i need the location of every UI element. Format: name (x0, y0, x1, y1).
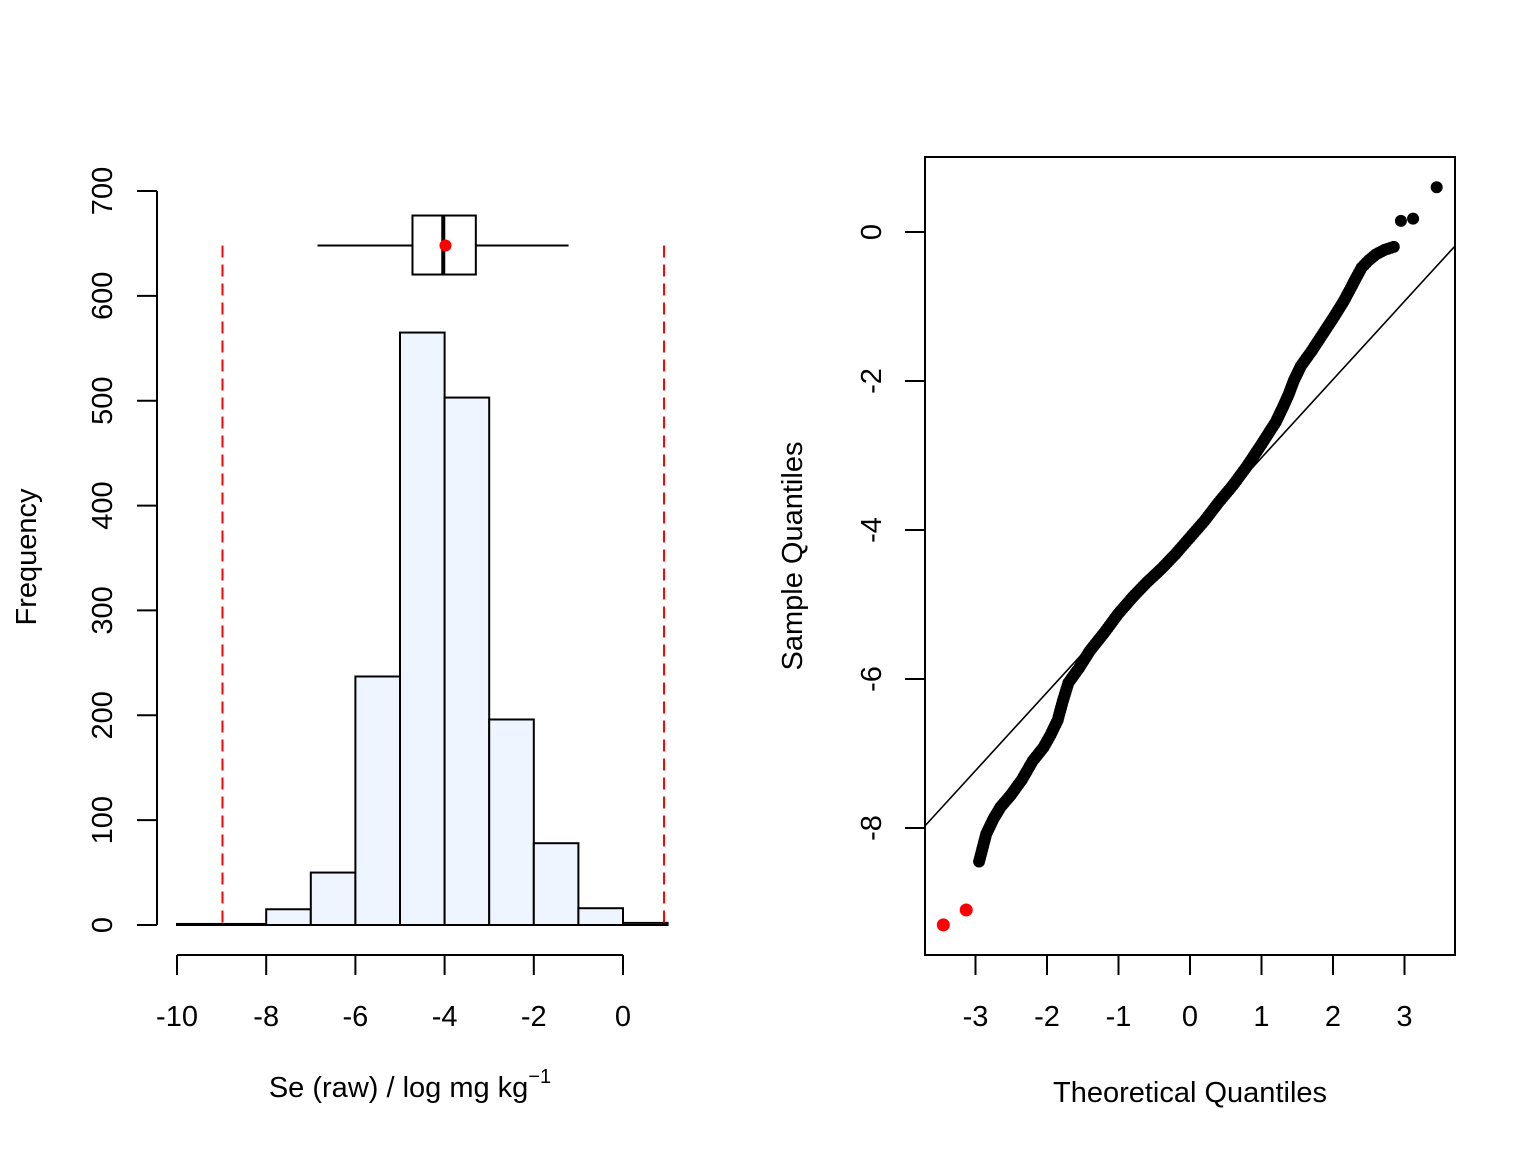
qq-point-extreme (1407, 212, 1420, 225)
qq-plot-panel: -3 -2 -1 0 1 2 3 0 -2 -4 -6 -8 Theoretical Quantil… (777, 156, 1456, 1109)
histogram-y-tick-label: 0 (87, 917, 119, 933)
histogram-panel: -10 -8 -6 -4 -2 0 0 100 200 300 400 500 600 700 Freq… (11, 167, 669, 1104)
histogram-y-tick-label: 700 (87, 167, 119, 215)
qq-x-tick-label: -2 (1034, 1001, 1060, 1033)
histogram-x-tick-label: -4 (432, 1001, 458, 1033)
qq-point-extreme (1394, 214, 1407, 227)
qq-y-axis-label: Sample Quantiles (777, 442, 809, 671)
histogram-bar-9 (577, 907, 625, 926)
qq-y-tick-label: -4 (856, 517, 888, 543)
histogram-bar-7 (488, 718, 535, 926)
qq-point-flagged (936, 918, 950, 932)
qq-x-tick-label: -1 (1106, 1001, 1132, 1033)
histogram-bar-1 (220, 922, 268, 926)
histogram-bar-0 (176, 922, 223, 926)
histogram-x-axis-label-main: Se (raw) / log mg kg (269, 1072, 528, 1104)
histogram-bar-5 (399, 331, 446, 926)
histogram-y-axis: 0 100 200 300 400 500 600 700 (87, 167, 158, 933)
histogram-bar-10 (622, 921, 669, 926)
histogram-x-tick-label: -10 (156, 1001, 198, 1033)
qq-y-tick-label: -8 (856, 815, 888, 841)
qq-x-tick-label: 3 (1396, 1001, 1412, 1033)
qq-point-extreme (1430, 181, 1443, 194)
boxplot (317, 214, 569, 276)
qq-plot-frame (924, 156, 1456, 956)
qq-point-flagged (959, 903, 973, 917)
qq-y-tick-label: 0 (856, 224, 888, 240)
histogram-x-axis-label: Se (raw) / log mg kg−1 (269, 1066, 551, 1104)
histogram-bars (176, 331, 669, 927)
histogram-x-tick-label: -8 (253, 1001, 279, 1033)
histogram-x-axis: -10 -8 -6 -4 -2 0 (156, 954, 631, 1033)
histogram-y-tick-label: 600 (87, 272, 119, 320)
qq-x-axis: -3 -2 -1 0 1 2 3 (963, 955, 1413, 1033)
histogram-y-tick-label: 500 (87, 377, 119, 425)
histogram-y-tick-label: 400 (87, 481, 119, 529)
histogram-bar-6 (443, 396, 491, 927)
qq-x-tick-label: 1 (1253, 1001, 1269, 1033)
qq-x-tick-label: 2 (1325, 1001, 1341, 1033)
qq-point (1387, 240, 1400, 253)
qq-points (936, 181, 1443, 932)
histogram-x-axis-label-superscript: −1 (528, 1066, 551, 1088)
qq-x-tick-label: -3 (963, 1001, 989, 1033)
histogram-x-tick-label: 0 (615, 1001, 631, 1033)
histogram-bar-3 (309, 871, 357, 926)
histogram-x-tick-label: -2 (521, 1001, 547, 1033)
histogram-bar-8 (532, 842, 580, 926)
qq-y-tick-label: -2 (856, 368, 888, 394)
boxplot-mean-point (439, 239, 452, 252)
histogram-y-axis-label: Frequency (11, 488, 43, 626)
qq-y-axis: 0 -2 -4 -6 -8 (856, 224, 925, 841)
histogram-bar-2 (265, 908, 312, 926)
qq-x-tick-label: 0 (1182, 1001, 1198, 1033)
histogram-y-tick-label: 100 (87, 796, 119, 844)
histogram-x-tick-label: -6 (343, 1001, 369, 1033)
qq-y-tick-label: -6 (856, 666, 888, 692)
qq-x-axis-label: Theoretical Quantiles (1053, 1077, 1327, 1109)
histogram-y-tick-label: 300 (87, 586, 119, 634)
histogram-bar-4 (354, 675, 401, 927)
histogram-y-tick-label: 200 (87, 691, 119, 739)
